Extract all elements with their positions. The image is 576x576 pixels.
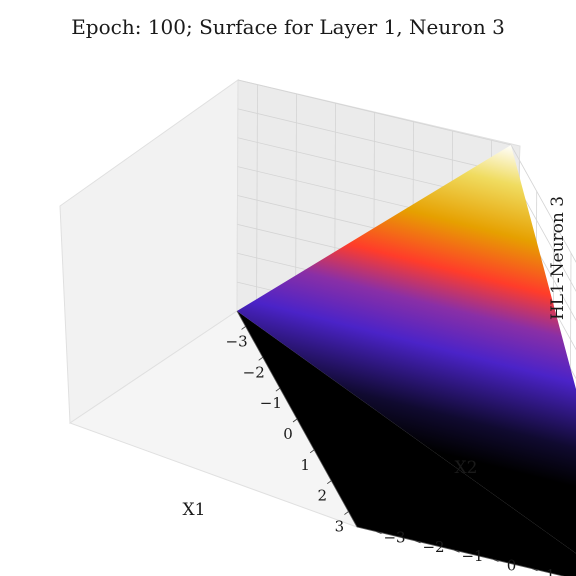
surface <box>237 145 576 576</box>
x-tick-mark-2 <box>275 387 281 392</box>
y-axis-label: X2 <box>455 458 478 478</box>
x-tick-label-0: −3 <box>226 332 248 350</box>
y-tick-label-2: −1 <box>461 547 483 565</box>
x-tick-label-3: 0 <box>283 425 293 443</box>
y-tick-mark-2 <box>454 549 460 553</box>
x-axis-label: X1 <box>183 500 206 520</box>
y-tick-label-3: 0 <box>507 557 517 575</box>
chart-title: Epoch: 100; Surface for Layer 1, Neuron … <box>71 15 505 39</box>
x-tick-mark-5 <box>327 480 332 485</box>
x-tick-label-6: 3 <box>335 518 345 536</box>
x-tick-label-2: −1 <box>260 394 282 412</box>
y-tick-label-0: −3 <box>383 529 405 547</box>
x-tick-label-4: 1 <box>300 456 310 474</box>
x-tick-mark-0 <box>241 326 246 330</box>
surface-floor-region <box>237 311 576 576</box>
y-tick-label-1: −2 <box>422 538 444 556</box>
y-tick-label-4: 1 <box>546 566 556 576</box>
x-tick-mark-4 <box>309 449 315 454</box>
tick-labels: −3−2−10123−3−2−101230.00.51.01.52.02.53.… <box>226 326 556 576</box>
y-tick-mark-0 <box>376 531 382 535</box>
x-tick-mark-3 <box>292 418 298 423</box>
x-tick-mark-6 <box>344 511 349 515</box>
y-tick-mark-3 <box>493 559 499 562</box>
surface-ridge-region <box>237 145 576 554</box>
y-tick-mark-4 <box>532 568 538 572</box>
x-tick-label-5: 2 <box>318 487 328 505</box>
z-axis-label: HL1-Neuron 3 <box>548 196 568 320</box>
x-tick-mark-1 <box>258 356 263 361</box>
x-tick-label-1: −2 <box>243 363 265 381</box>
y-tick-mark-1 <box>415 540 421 544</box>
